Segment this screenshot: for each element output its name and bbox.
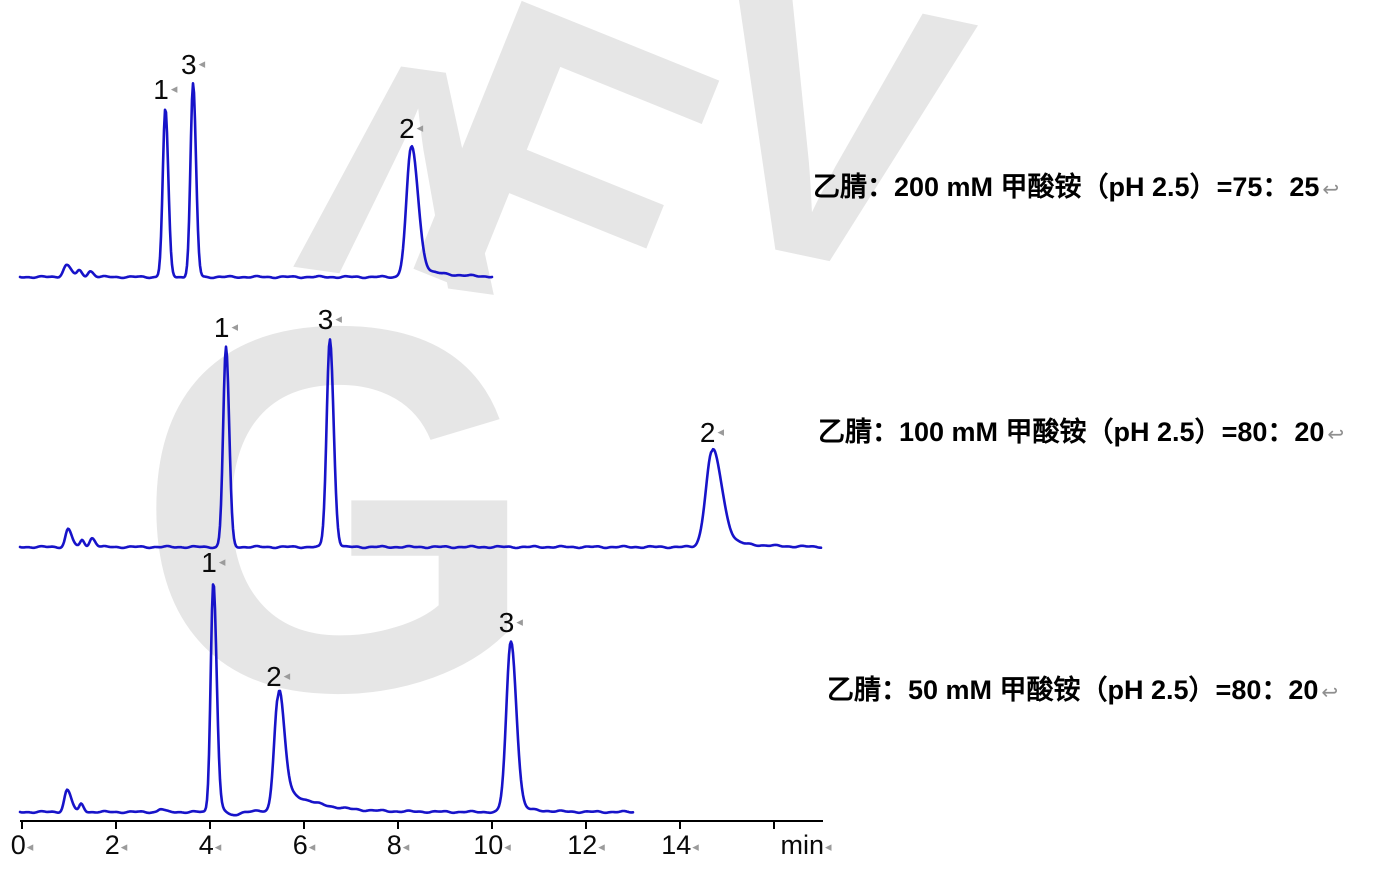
chromatogram-trace-chromatogram-75-25-200mM (18, 82, 494, 280)
peak-label-2: 2 ◂ (700, 417, 725, 448)
paragraph-return-mark: ↩ (1327, 424, 1345, 446)
peak-label-1: 1 ◂ (153, 74, 178, 105)
chromatogram-trace-chromatogram-80-20-50mM (18, 583, 635, 817)
paragraph-return-mark: ↩ (1322, 179, 1340, 201)
x-axis-tick-label: 14◂ (661, 830, 699, 860)
chromatogram-trace-chromatogram-80-20-100mM (18, 338, 823, 550)
mobile-phase-annotation-2: 乙腈：100 mM 甲酸铵（pH 2.5）=80：20 ↩ (818, 416, 1344, 452)
x-axis-tick-label: 8◂ (387, 830, 410, 860)
x-axis-tick-label: 12◂ (567, 830, 605, 860)
mobile-phase-annotation-3: 乙腈：50 mM 甲酸铵（pH 2.5）=80：20 ↩ (827, 674, 1338, 710)
x-axis-unit-label: min◂ (780, 830, 832, 860)
x-axis-tick-label: 6◂ (293, 830, 316, 860)
x-axis-tick-label: 2◂ (105, 830, 128, 860)
peak-label-1: 1 ◂ (214, 312, 239, 343)
annotation-text: 乙腈：200 mM 甲酸铵（pH 2.5）=75：25 (813, 172, 1320, 202)
x-axis-tick-label: 0◂ (11, 830, 34, 860)
peak-label-1: 1 ◂ (201, 547, 226, 578)
peak-label-3: 3 ◂ (181, 49, 206, 80)
annotation-text: 乙腈：100 mM 甲酸铵（pH 2.5）=80：20 (818, 417, 1325, 447)
paragraph-return-mark: ↩ (1321, 682, 1339, 704)
peak-label-3: 3 ◂ (318, 304, 343, 335)
x-axis-tick-label: 4◂ (199, 830, 222, 860)
peak-label-2: 2 ◂ (399, 113, 424, 144)
peak-label-2: 2 ◂ (266, 661, 291, 692)
mobile-phase-annotation-1: 乙腈：200 mM 甲酸铵（pH 2.5）=75：25 ↩ (813, 171, 1339, 207)
annotation-text: 乙腈：50 mM 甲酸铵（pH 2.5）=80：20 (827, 675, 1319, 705)
peak-label-3: 3 ◂ (499, 607, 524, 638)
x-axis-tick-label: 10◂ (473, 830, 511, 860)
